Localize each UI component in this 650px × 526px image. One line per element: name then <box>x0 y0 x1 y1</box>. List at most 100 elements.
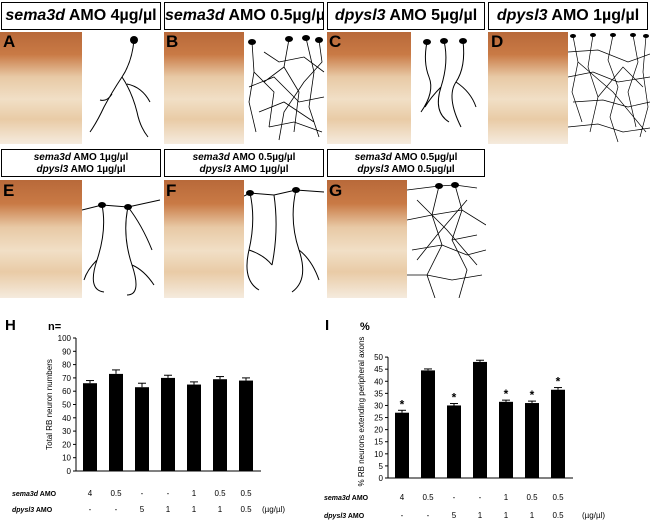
panel-c-tracing <box>411 32 486 144</box>
panel-b-tracing <box>244 32 326 144</box>
chart-h-y-tick-label: 100 <box>58 334 72 343</box>
chart-i-bar <box>421 370 435 478</box>
chart-i-row-value: - <box>401 511 404 520</box>
chart-h-row-gene: sema3d <box>12 491 39 498</box>
chart-i-row-value: 4 <box>400 493 405 502</box>
chart-i-y-tick-label: 35 <box>374 389 383 398</box>
panel-a-header: sema3d AMO 4µg/µl <box>1 2 161 30</box>
chart-i-y-tick-label: 0 <box>379 474 384 483</box>
chart-h-row-value: 1 <box>166 505 171 514</box>
chart-h-bar <box>135 387 149 471</box>
chart-i-bar <box>473 361 487 478</box>
chart-i-significance-mark: * <box>530 388 535 402</box>
chart-h-y-tick-label: 90 <box>62 347 71 356</box>
chart-h-y-axis-label: Total RB neuron numbers <box>45 359 54 450</box>
chart-h-row-value: - <box>89 505 92 514</box>
chart-h-y-tick-label: 60 <box>62 387 71 396</box>
chart-i-y-tick-label: 25 <box>374 414 383 423</box>
chart-i-container: I% 0 5 10 15 20 25 30 35 40 45 50 % RB neurons exten… <box>320 308 650 521</box>
chart-h-row-value: 0.5 <box>110 489 122 498</box>
chart-h-y-tick-label: 50 <box>62 401 71 410</box>
chart-i-row-value: 1 <box>504 511 509 520</box>
panel-label-f: F <box>166 181 177 200</box>
chart-i-y-axis-label: % RB neurons extending peripheral axons <box>357 337 366 487</box>
chart-i-row-label-2: dpysl3 AMO <box>324 513 365 520</box>
chart-h-row-label-1: sema3d AMO <box>12 491 57 498</box>
neuron-tracing-a <box>89 36 151 138</box>
chart-i-panel-letter: I <box>325 317 329 334</box>
chart-i-significance-mark: * <box>556 375 561 389</box>
chart-i-y-tick-label: 50 <box>374 353 383 362</box>
chart-i-row-value: 1 <box>504 493 509 502</box>
chart-i-bar <box>499 401 513 478</box>
chart-i-row-label-1: sema3d AMO <box>324 495 369 502</box>
chart-h-bar <box>161 377 175 471</box>
chart-h-row-gene: dpysl3 <box>12 507 34 514</box>
chart-h-row-value: 0.5 <box>240 505 252 514</box>
chart-i-row-suffix: AMO <box>350 495 369 502</box>
chart-i-row-value: 0.5 <box>526 493 538 502</box>
panel-c-micrograph <box>327 32 411 144</box>
chart-i-unit-label: (µg/µl) <box>582 511 605 520</box>
chart-i-bar <box>551 389 565 478</box>
chart-i-y-tick-label: 10 <box>374 450 383 459</box>
chart-h-bar <box>187 384 201 471</box>
chart-i-y-tick-label: 20 <box>374 426 383 435</box>
chart-h-y-tick-label: 80 <box>62 361 71 370</box>
chart-i-significance-mark: * <box>400 397 405 411</box>
chart-h-unit-label: (µg/µl) <box>262 505 285 514</box>
panel-d-header: dpysl3 AMO 1µg/µl <box>488 2 648 30</box>
panel-g-tracing <box>406 180 487 299</box>
chart-i-bar <box>525 403 539 478</box>
panel-c-header: dpysl3 AMO 5µg/µl <box>327 2 485 30</box>
chart-h-panel-letter: H <box>5 317 16 334</box>
chart-i-row-value: 1 <box>478 511 483 520</box>
panel-g-header: sema3d AMO 0.5µg/µl dpysl3 AMO 0.5µg/µl <box>327 149 485 177</box>
panel-b-header: sema3d AMO 0.5µg/µl <box>164 2 324 30</box>
chart-h-y-tick-label: 30 <box>62 427 71 436</box>
panel-label-g: G <box>329 181 343 200</box>
panel-e-header: sema3d AMO 1µg/µl dpysl3 AMO 1µg/µl <box>1 149 161 177</box>
chart-h-bar <box>109 373 123 471</box>
chart-h-row-value: 4 <box>88 489 93 498</box>
chart-i-row-gene: sema3d <box>324 495 351 502</box>
chart-i-bar <box>447 405 461 478</box>
chart-h-y-tick-label: 10 <box>62 454 71 463</box>
chart-h-bar <box>239 380 253 471</box>
chart-i-significance-mark: * <box>504 387 509 401</box>
chart-i-y-tick-label: 45 <box>374 365 383 374</box>
panel-label-d: D <box>491 32 504 51</box>
chart-h-row-label-2: dpysl3 AMO <box>12 507 53 514</box>
neuron-tracing-g <box>406 182 487 299</box>
panel-label-e: E <box>3 181 15 200</box>
panel-g-micrograph <box>327 180 407 298</box>
chart-h-y-tick-label: 70 <box>62 374 71 383</box>
neuron-tracing-d <box>567 33 650 143</box>
chart-i-y-tick-label: 40 <box>374 377 383 386</box>
chart-h-row-value: 1 <box>192 505 197 514</box>
chart-h-row-value: 5 <box>140 505 145 514</box>
chart-i-y-tick-label: 15 <box>374 438 383 447</box>
chart-i-bar <box>395 412 409 478</box>
chart-i-n-label: % <box>360 321 370 333</box>
neuron-tracing-b <box>248 35 325 141</box>
chart-i-row-value: 5 <box>452 511 457 520</box>
chart-i-row-gene: dpysl3 <box>324 513 346 520</box>
chart-h-row-value: 1 <box>218 505 223 514</box>
chart-h-row-suffix: AMO <box>38 491 57 498</box>
chart-i-row-value: 0.5 <box>552 493 564 502</box>
chart-i-y-tick-label: 30 <box>374 401 383 410</box>
chart-h-row-value: - <box>167 489 170 498</box>
chart-i-row-value: 0.5 <box>422 493 434 502</box>
chart-h-row-value: - <box>115 505 118 514</box>
neuron-tracing-f <box>243 187 325 293</box>
chart-h-row-value: 0.5 <box>240 489 252 498</box>
chart-h-y-tick-label: 40 <box>62 414 71 423</box>
chart-h-row-value: - <box>141 489 144 498</box>
chart-h-bar <box>83 383 97 471</box>
chart-h-y-tick-label: 0 <box>67 467 72 476</box>
chart-i: I % 0 5 10 15 20 25 30 35 40 45 50 % RB neurons exten… <box>324 317 605 520</box>
panel-a-micrograph <box>0 32 82 144</box>
